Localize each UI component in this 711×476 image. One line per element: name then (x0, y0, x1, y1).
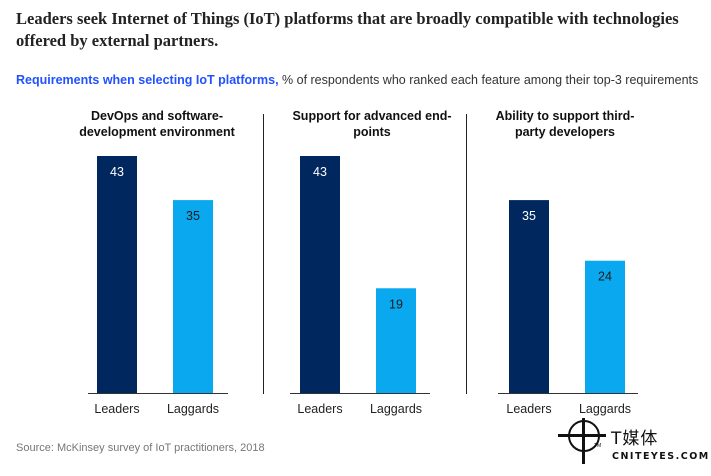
value-label-laggards-1: 35 (186, 209, 200, 223)
panel-title-devops: DevOps and software-development environm… (79, 109, 235, 139)
bar-leaders-1 (97, 156, 137, 393)
value-label-laggards-3: 24 (598, 270, 612, 284)
bar-laggards-3 (585, 260, 625, 393)
source-note: Source: McKinsey survey of IoT practitio… (16, 442, 265, 454)
logo-mark-icon (558, 418, 606, 464)
panel-title-third-party: Ability to support third-party developer… (495, 109, 635, 139)
panel-title-endpoints: Support for advanced end-points (292, 109, 452, 139)
bar-laggards-2 (376, 288, 416, 393)
bar-leaders-3 (509, 200, 549, 393)
panel-divider-1 (263, 114, 264, 394)
subtitle-rest: % of respondents who ranked each feature… (278, 73, 699, 87)
logo-cn-text: T媒体 (611, 429, 659, 449)
logo: TM T媒体 CNITEYES.COM (558, 418, 708, 470)
value-label-leaders-1: 43 (110, 165, 124, 179)
bar-leaders-2 (300, 156, 340, 393)
baseline-2 (290, 393, 430, 394)
value-label-leaders-3: 35 (522, 209, 536, 223)
chart-subtitle: Requirements when selecting IoT platform… (16, 73, 706, 87)
chart-title: Leaders seek Internet of Things (IoT) pl… (16, 9, 679, 50)
logo-tm: TM (594, 443, 602, 449)
category-label-leaders-2: Leaders (297, 402, 342, 416)
logo-en-text: CNITEYES.COM (612, 451, 710, 462)
subtitle-bold: Requirements when selecting IoT platform… (16, 73, 279, 87)
panel-divider-2 (466, 114, 467, 394)
category-label-laggards-3: Laggards (579, 402, 631, 416)
baseline-3 (498, 393, 638, 394)
category-label-leaders-3: Leaders (506, 402, 551, 416)
value-label-leaders-2: 43 (313, 165, 327, 179)
category-label-leaders-1: Leaders (94, 402, 139, 416)
bar-laggards-1 (173, 200, 213, 393)
category-label-laggards-1: Laggards (167, 402, 219, 416)
category-label-laggards-2: Laggards (370, 402, 422, 416)
value-label-laggards-2: 19 (389, 297, 403, 311)
baseline-1 (88, 393, 228, 394)
